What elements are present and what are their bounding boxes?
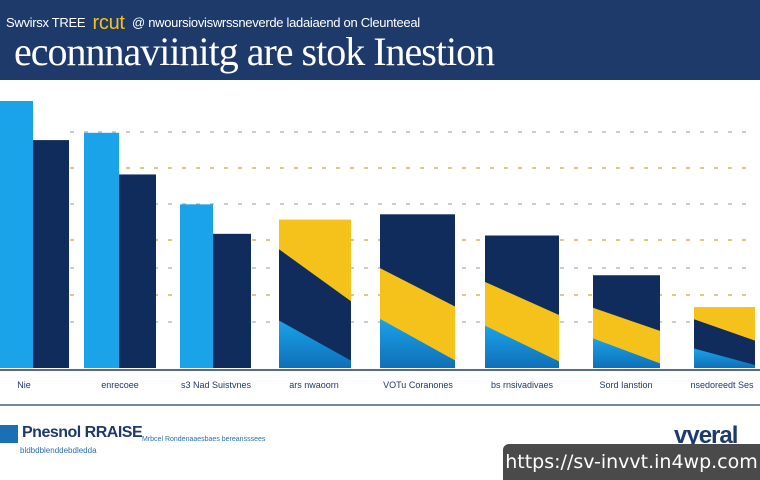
bar-band [485,325,559,368]
brand-logo-icon [0,425,18,443]
bar-band [380,318,455,368]
x-tick-label: nsedoreedt Ses [690,380,754,390]
bar-band [593,338,660,368]
bar [180,204,213,368]
subtitle-highlight: rcut [92,12,125,34]
chart-title: econnnaviinitg are stok Inestion [14,29,495,74]
x-tick-label: s3 Nad Suistvnes [181,380,252,390]
subtitle-left: Swvirsx TREE [6,15,86,30]
bar [33,140,69,368]
source-url[interactable]: https://sv-invvt.in4wp.com [503,444,760,480]
bar-band [694,348,755,368]
x-tick-label: ars nwaoorn [289,380,339,390]
footer-note: Mrbcel Rondenaaesbaes bereansssees [142,436,266,443]
bar-chart: Nie enrecoee s3 Nad Suistvnes ars nwaoorn VO… [0,101,760,406]
bar [119,174,156,368]
subtitle-right: @ nwoursioviswrssneverde ladaiaend on Cl… [132,15,420,30]
x-tick-label: Nie [17,380,31,390]
bar [213,233,251,368]
chart-subtitle: Swvirsx TREE rcut @ nwoursioviswrssnever… [6,12,420,35]
bar [84,132,119,368]
x-tick-label: Sord Ianstion [599,380,652,390]
x-tick-label: bs rnsivadivaes [491,380,554,390]
bar [0,101,33,368]
x-tick-label: VOTu Coranones [383,380,453,390]
x-tick-label: enrecoee [101,380,139,390]
brand-name: Pnesnol RRAISE [22,424,143,441]
bar-band [279,320,351,368]
header-banner: Swvirsx TREE rcut @ nwoursioviswrssnever… [0,0,760,80]
brand-tagline: bldbdblenddebdledda [20,446,97,455]
